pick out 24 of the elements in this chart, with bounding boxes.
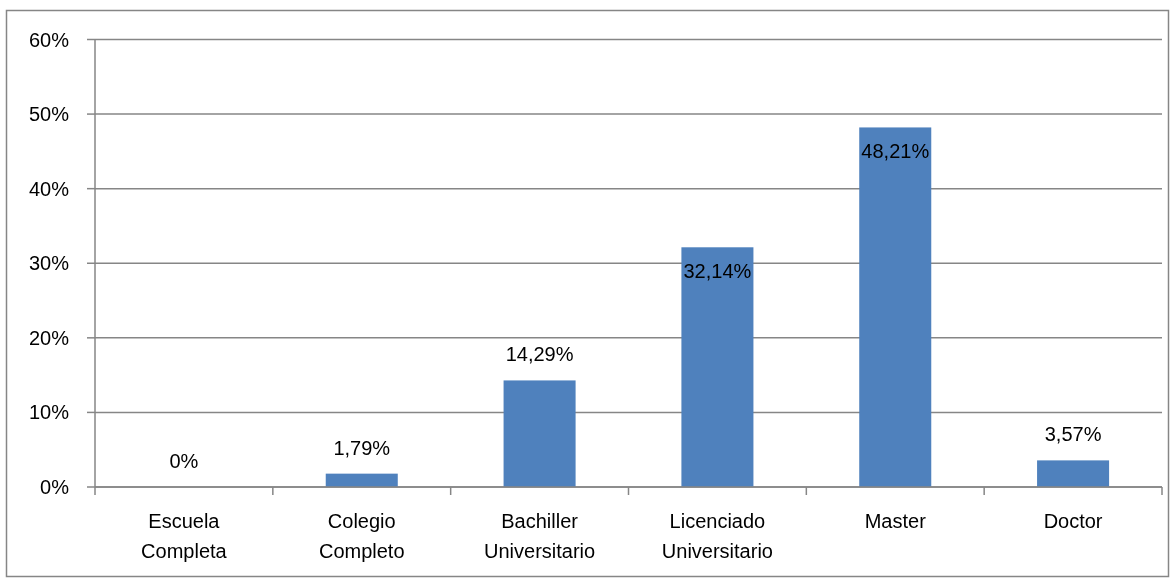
data-label: 48,21% (861, 140, 930, 163)
x-tick-label: Escuela Completa (141, 510, 228, 562)
data-label: 0% (169, 450, 199, 472)
data-label: 3,57% (1044, 423, 1102, 446)
x-tick-label: Doctor (1043, 510, 1103, 532)
bar (1037, 460, 1110, 487)
y-tick-label: 50% (28, 103, 70, 126)
y-tick-label: 10% (28, 401, 70, 424)
y-tick-label: 30% (28, 252, 70, 275)
y-tick-label: 60% (28, 28, 70, 51)
data-label: 32,14% (683, 260, 752, 283)
data-label: 1,79% (333, 436, 391, 459)
x-tick-label: Bachiller Universitario (484, 510, 596, 562)
y-tick-label: 0% (40, 476, 70, 498)
bar (325, 473, 398, 487)
bar (681, 247, 754, 487)
x-tick-label: Colegio Completo (318, 510, 405, 562)
x-tick-label: Licenciado Universitario (661, 510, 773, 562)
bar (859, 127, 932, 487)
y-tick-label: 20% (28, 326, 70, 349)
bar (503, 380, 576, 487)
y-tick-label: 40% (28, 177, 70, 200)
x-tick-label: Master (864, 510, 927, 532)
data-label: 14,29% (505, 343, 574, 366)
